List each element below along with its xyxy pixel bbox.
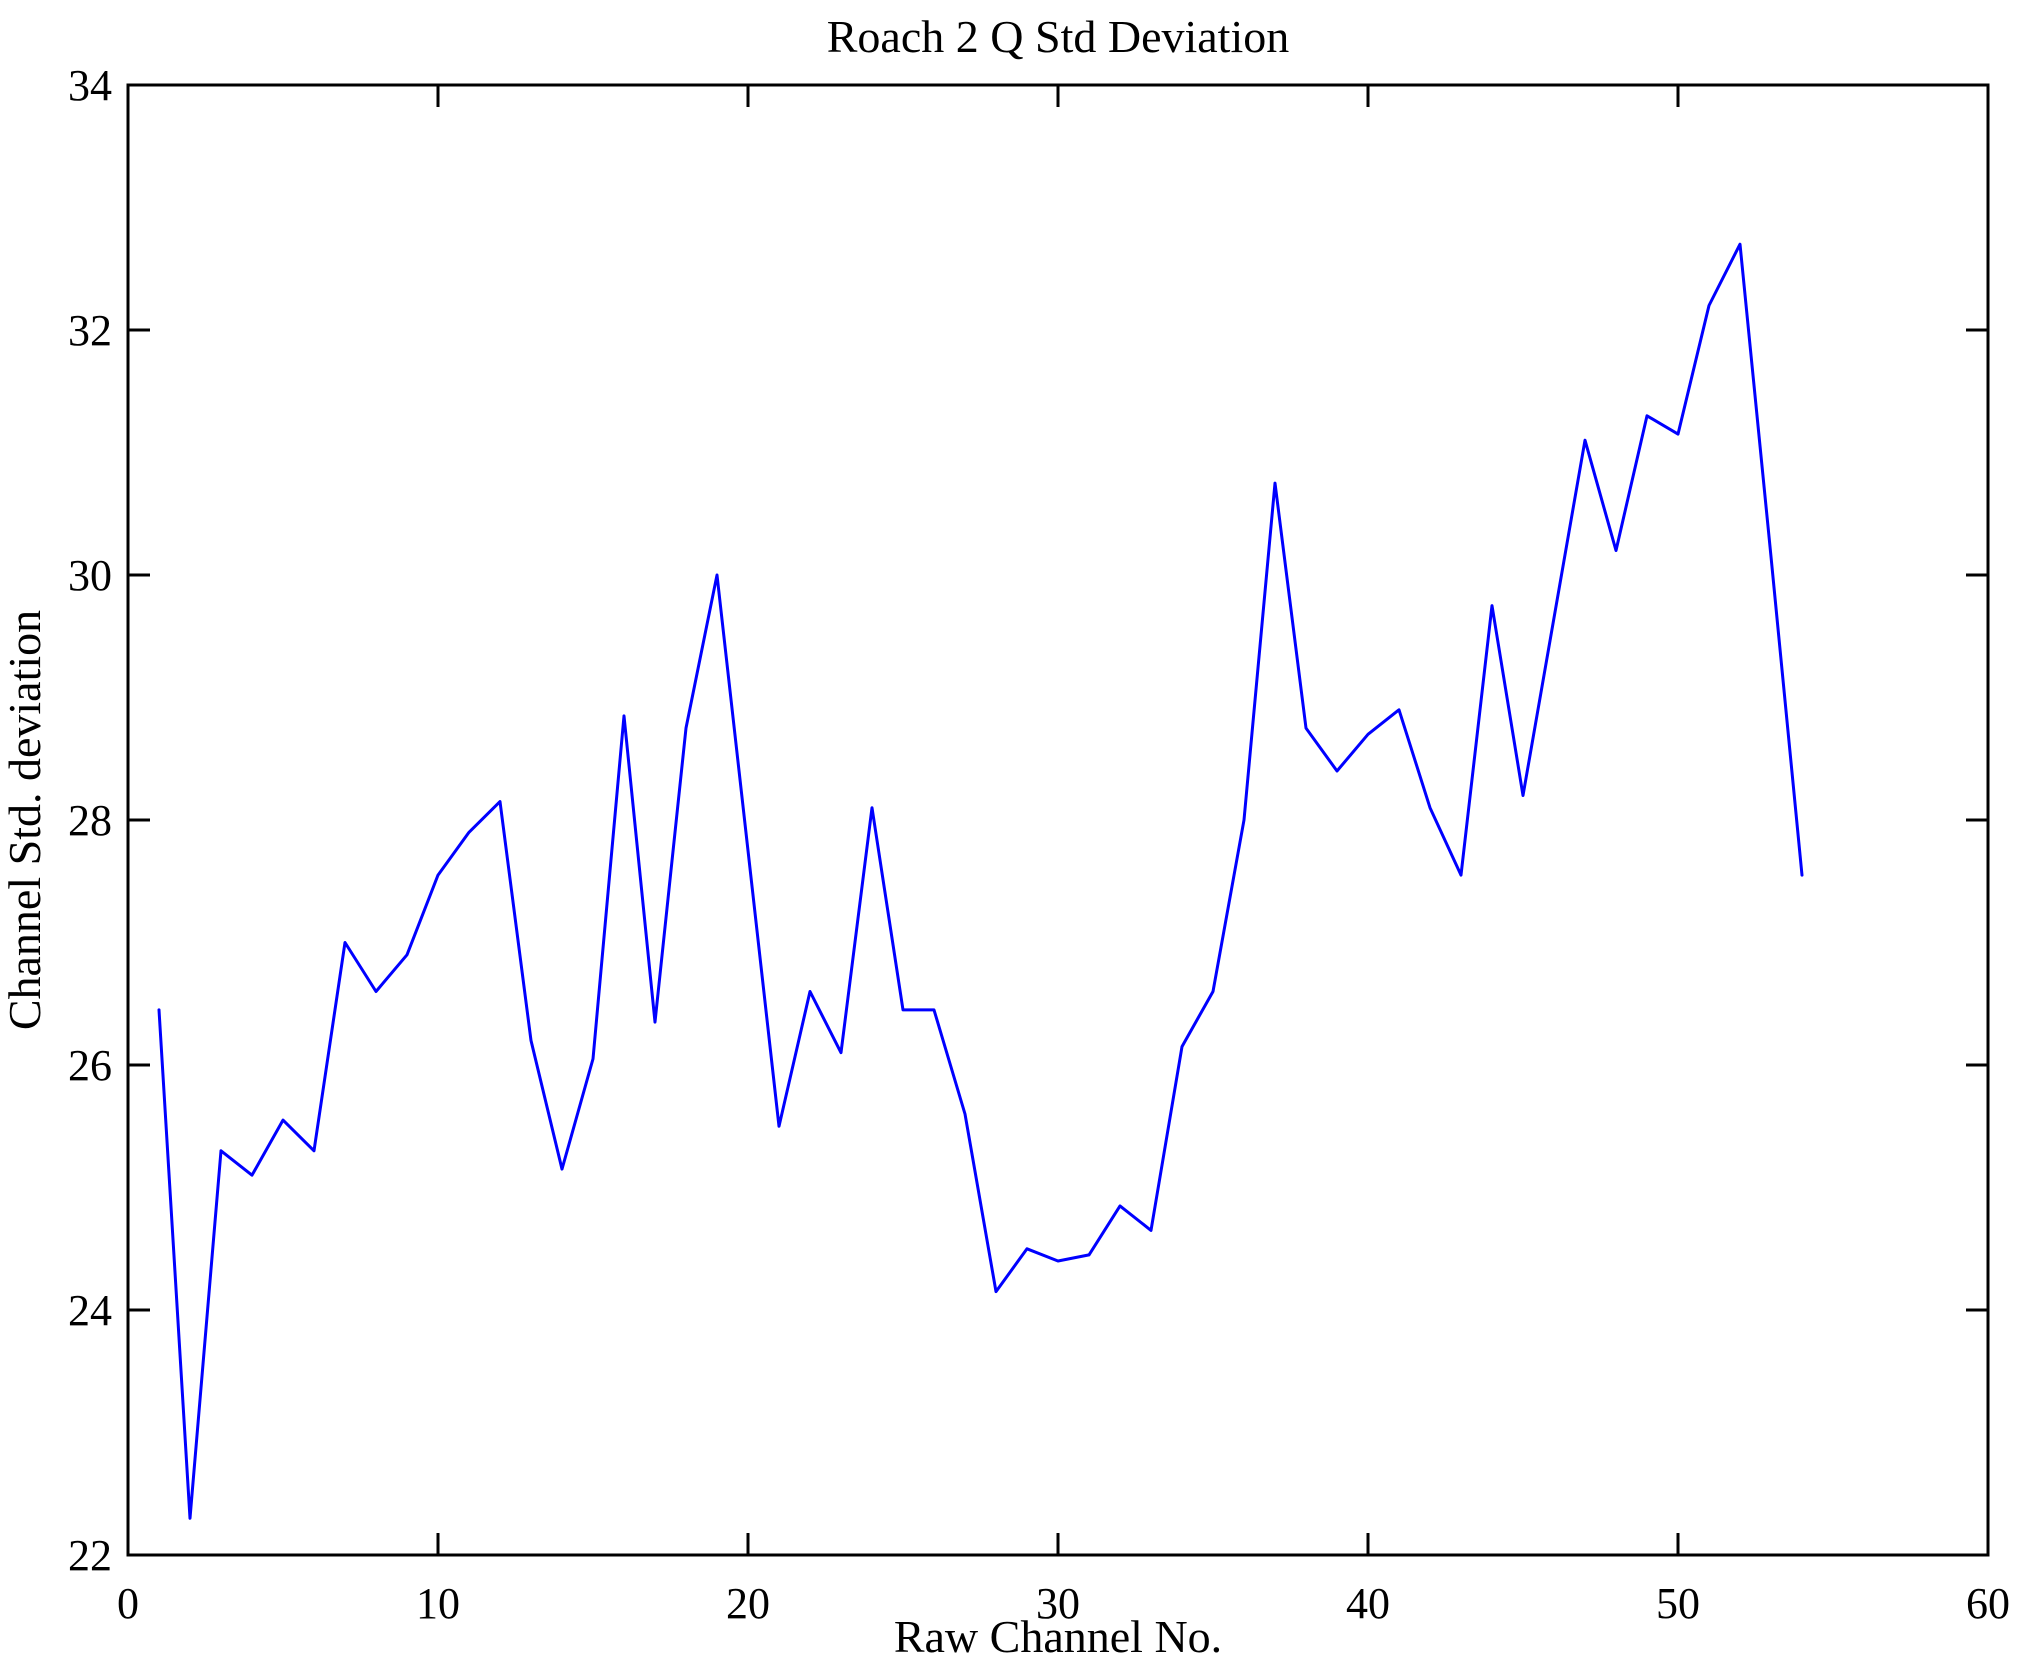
std-deviation-line — [157, 242, 1804, 1520]
y-tick-label: 28 — [68, 796, 112, 845]
x-tick-label: 20 — [726, 1579, 770, 1628]
x-axis-label: Raw Channel No. — [894, 1611, 1222, 1662]
y-axis-label: Channel Std. deviation — [0, 610, 50, 1030]
y-tick-label: 24 — [68, 1286, 112, 1335]
x-tick-label: 40 — [1346, 1579, 1390, 1628]
x-axis-ticks: 0 10 20 30 40 50 60 — [117, 85, 2010, 1628]
y-tick-label: 26 — [68, 1041, 112, 1090]
y-tick-label: 22 — [68, 1531, 112, 1580]
chart-title: Roach 2 Q Std Deviation — [827, 11, 1290, 62]
y-tick-label: 32 — [68, 306, 112, 355]
x-tick-label: 10 — [416, 1579, 460, 1628]
y-tick-label: 34 — [68, 61, 112, 110]
x-tick-label: 60 — [1966, 1579, 2010, 1628]
y-axis-ticks: 22 24 26 28 30 32 34 — [68, 61, 1988, 1580]
x-tick-label: 0 — [117, 1579, 139, 1628]
x-tick-label: 30 — [1036, 1579, 1080, 1628]
data-line-series — [157, 242, 1804, 1520]
y-tick-label: 30 — [68, 551, 112, 600]
x-tick-label: 50 — [1656, 1579, 1700, 1628]
